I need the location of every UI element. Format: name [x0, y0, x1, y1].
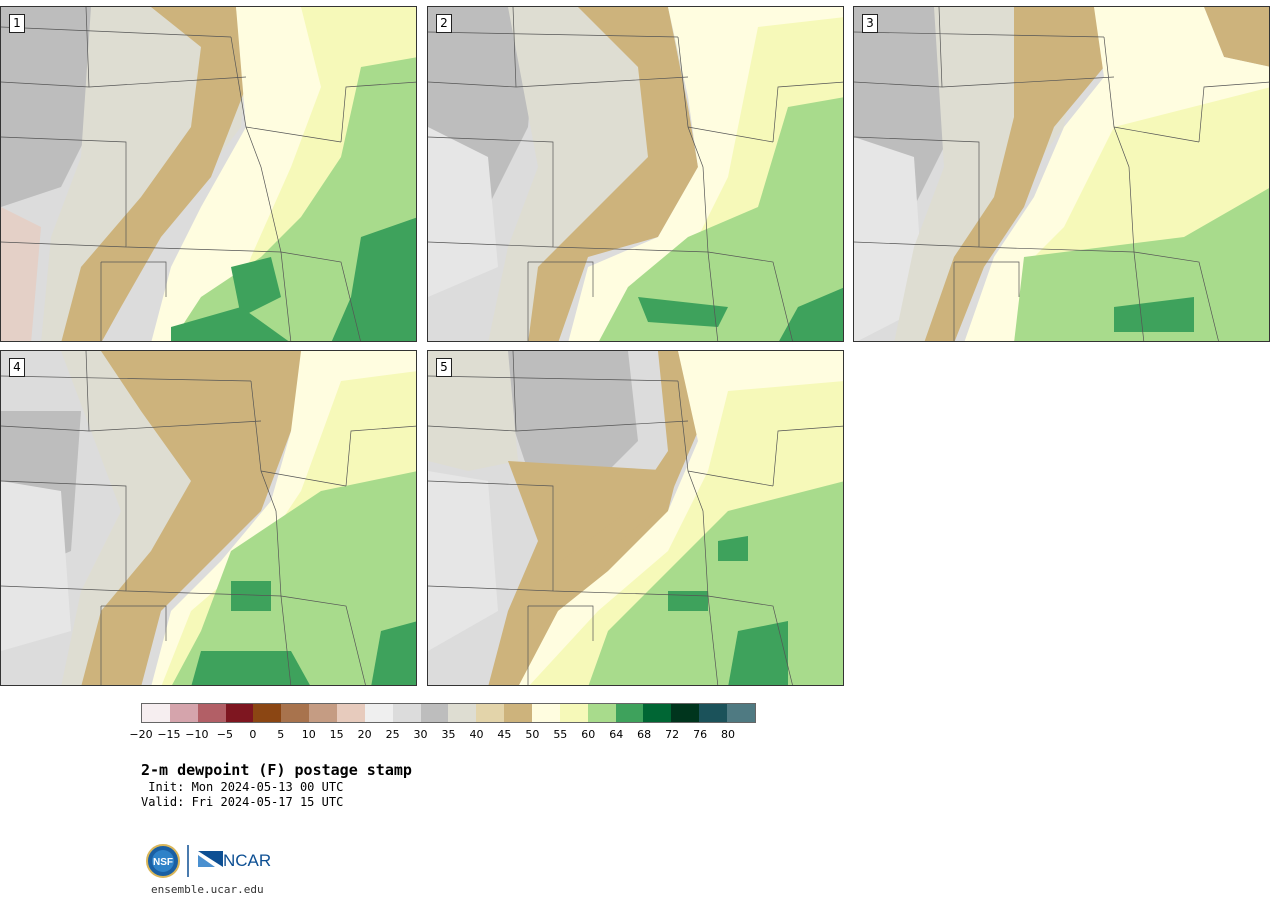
panel-number: 5	[436, 358, 452, 377]
colorbar-tick-label: 45	[497, 728, 512, 741]
colorbar-ticks: −20 −15 −10 −5 0 5 10 15 20 25 30 35 40 45 50 55 60 64 68 7…	[129, 728, 756, 742]
colorbar-tick-label: 76	[693, 728, 708, 741]
panel-number: 1	[9, 14, 25, 33]
ensemble-panel-2: 2	[427, 6, 844, 342]
colorbar-swatch	[253, 704, 282, 722]
colorbar-swatch	[420, 704, 449, 722]
colorbar-tick-label: 55	[553, 728, 568, 741]
colorbar-swatch	[532, 704, 560, 722]
colorbar-swatch	[281, 704, 310, 722]
panel-number: 3	[862, 14, 878, 33]
colorbar-tick-label: 30	[413, 728, 428, 741]
colorbar-swatch	[337, 704, 365, 722]
colorbar-tick-label: −20	[129, 728, 153, 741]
nsf-ncar-logo: NSF NCAR	[146, 844, 271, 878]
colorbar-tick-label: 68	[637, 728, 652, 741]
colorbar-swatch	[225, 704, 254, 722]
colorbar-swatch	[169, 704, 198, 722]
colorbar-tick-label: −15	[157, 728, 181, 741]
panel-number: 4	[9, 358, 25, 377]
colorbar-swatch	[309, 704, 338, 722]
colorbar-tick-label: 25	[385, 728, 400, 741]
dewpoint-map	[428, 351, 843, 685]
colorbar-tick-label: 60	[581, 728, 596, 741]
colorbar-swatch	[559, 704, 588, 722]
nsf-logo-text: NSF	[153, 857, 173, 868]
ncar-logo-text: NCAR	[223, 851, 271, 870]
colorbar-swatch	[504, 704, 533, 722]
colorbar-swatch	[448, 704, 477, 722]
colorbar-swatch	[364, 704, 393, 722]
colorbar-swatch	[643, 704, 672, 722]
colorbar-swatch	[392, 704, 421, 722]
colorbar-tick-label: 20	[357, 728, 372, 741]
colorbar-swatch	[727, 704, 755, 722]
colorbar-tick-label: 40	[469, 728, 484, 741]
dewpoint-map	[854, 7, 1269, 341]
colorbar-swatch	[476, 704, 505, 722]
colorbar-swatch	[587, 704, 616, 722]
colorbar-swatch	[197, 704, 226, 722]
colorbar-tick-label: −10	[185, 728, 209, 741]
colorbar-swatch	[142, 704, 170, 722]
ensemble-panel-3: 3	[853, 6, 1270, 342]
colorbar	[141, 703, 756, 723]
colorbar-tick-label: 35	[441, 728, 456, 741]
colorbar-tick-label: 0	[249, 728, 257, 741]
colorbar-swatch	[615, 704, 644, 722]
colorbar-swatch	[699, 704, 728, 722]
ensemble-panel-4: 4	[0, 350, 417, 686]
colorbar-tick-label: 10	[301, 728, 316, 741]
colorbar-tick-label: 80	[721, 728, 736, 741]
init-time: Init: Mon 2024-05-13 00 UTC	[141, 780, 344, 794]
colorbar-swatch	[671, 704, 700, 722]
colorbar-tick-label: 50	[525, 728, 540, 741]
colorbar-tick-label: −5	[216, 728, 233, 741]
colorbar-tick-label: 72	[665, 728, 680, 741]
colorbar-tick-label: 64	[609, 728, 624, 741]
colorbar-tick-label: 5	[277, 728, 285, 741]
ensemble-panel-5: 5	[427, 350, 844, 686]
dewpoint-map	[1, 351, 416, 685]
colorbar-tick-label: 15	[329, 728, 344, 741]
ensemble-panel-1: 1	[0, 6, 417, 342]
site-url[interactable]: ensemble.ucar.edu	[151, 883, 264, 896]
valid-time: Valid: Fri 2024-05-17 15 UTC	[141, 795, 344, 809]
panel-number: 2	[436, 14, 452, 33]
dewpoint-map	[1, 7, 416, 341]
dewpoint-map	[428, 7, 843, 341]
chart-title: 2-m dewpoint (F) postage stamp	[141, 761, 412, 779]
